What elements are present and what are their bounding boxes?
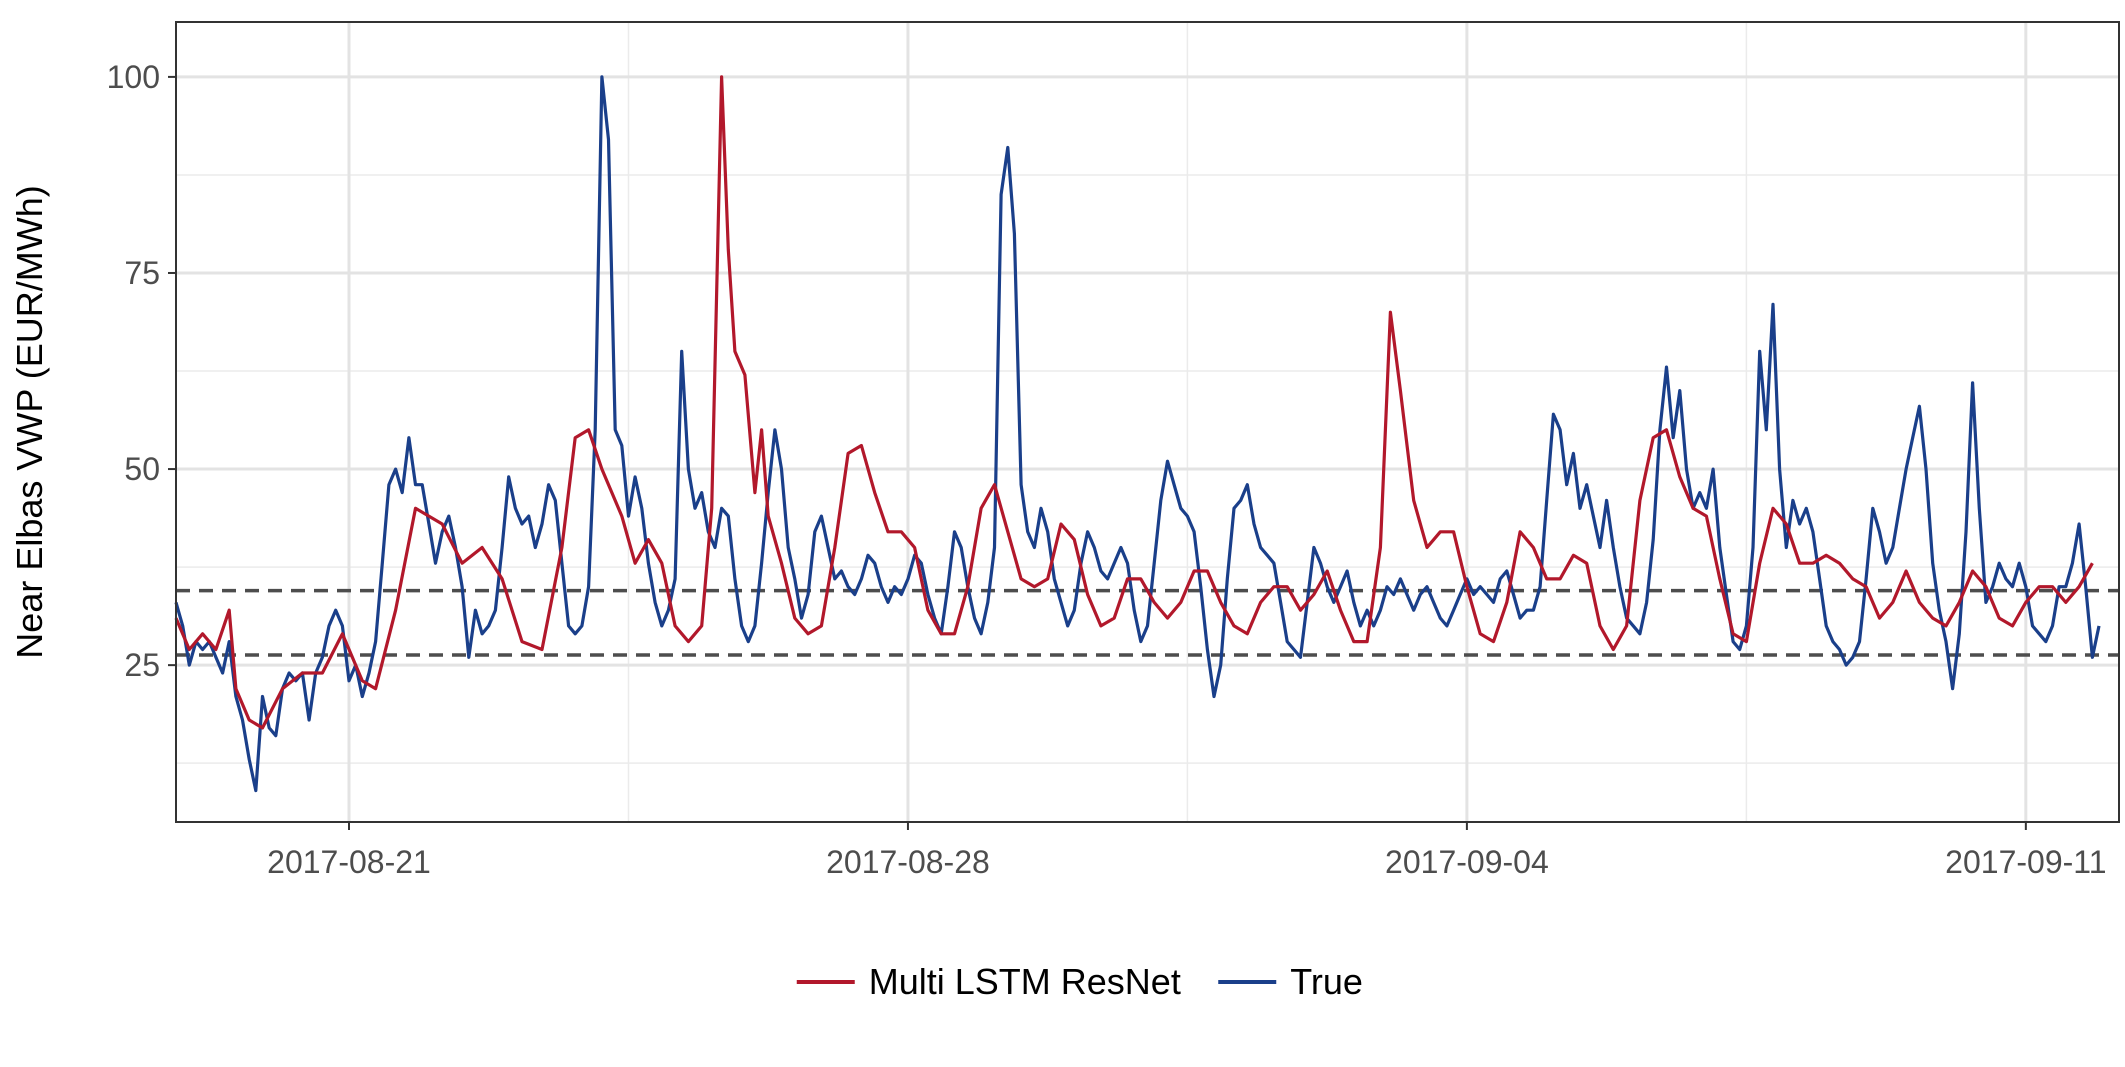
y-axis-title: Near Elbas VWP (EUR/MWh)	[9, 185, 50, 658]
x-axis: 2017-08-21 2017-08-28 2017-09-04 2017-09-11	[267, 822, 2106, 880]
y-tick-label: 75	[124, 255, 160, 291]
y-tick-label: 50	[124, 451, 160, 487]
x-tick-label: 2017-08-28	[826, 844, 990, 880]
series-line-multi-lstm-resnet	[174, 75, 2094, 730]
legend-label-multi-lstm-resnet: Multi LSTM ResNet	[869, 961, 1181, 1002]
x-tick-label: 2017-08-21	[267, 844, 431, 880]
plot-panel-border	[175, 21, 2120, 823]
legend-label-true: True	[1290, 961, 1363, 1002]
series-line-true	[174, 75, 2101, 793]
y-tick-label: 100	[107, 59, 160, 95]
x-tick-label: 2017-09-11	[1945, 844, 2106, 880]
x-tick-label: 2017-09-04	[1385, 844, 1549, 880]
legend: Multi LSTM ResNet True	[796, 961, 1363, 1002]
major-gridlines	[176, 22, 2119, 822]
y-tick-label: 25	[124, 647, 160, 683]
series-lines	[174, 75, 2101, 793]
y-axis: 25 50 75 100	[107, 59, 176, 683]
